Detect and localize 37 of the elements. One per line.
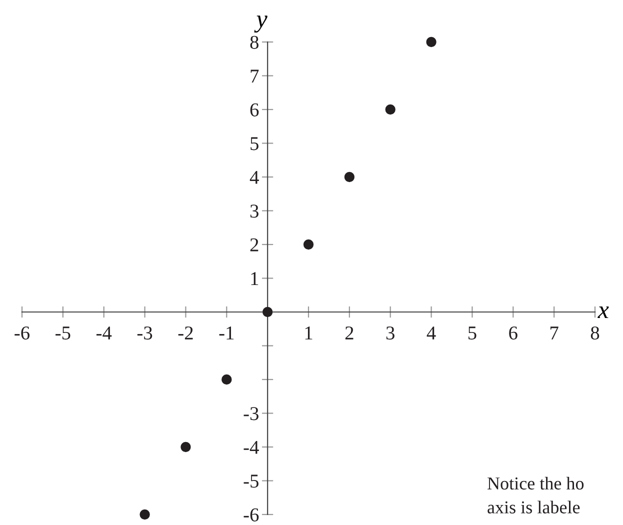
annotation: Notice the ho axis is labele	[488, 476, 584, 514]
x-tick-label: -2	[178, 326, 193, 340]
x-tick-label: 1	[305, 326, 312, 340]
x-tick-label: 8	[590, 326, 600, 340]
x-axis-title: x	[598, 306, 609, 318]
y-axis-title: y	[254, 16, 268, 33]
point	[222, 374, 232, 385]
y-tick-label: -4	[244, 440, 259, 454]
x-tick-label: 2	[345, 326, 354, 340]
y-tick-label: 6	[250, 103, 259, 116]
x-tick-label: -6	[14, 326, 30, 340]
x-tick-label: -3	[137, 326, 152, 340]
x-tick-label: 7	[550, 326, 558, 340]
y-tick-label: 1	[251, 272, 258, 285]
point	[385, 104, 396, 115]
x-tick-label: 3	[386, 326, 394, 340]
x-tick-label: -4	[96, 326, 112, 340]
point	[303, 239, 314, 250]
y-tick-label: 2	[250, 238, 258, 252]
x-tick-label: -5	[56, 326, 70, 340]
y-tick-label: 8	[250, 36, 258, 49]
y-tick-label: -3	[244, 407, 258, 420]
y-tick-label: -5	[244, 474, 258, 488]
point	[262, 306, 273, 318]
y-tick-label: 3	[250, 204, 258, 218]
point	[426, 36, 436, 48]
point	[140, 509, 150, 520]
point	[344, 172, 355, 182]
x-tick-label: -1	[219, 326, 234, 340]
point	[180, 442, 191, 452]
x-tick-label: 6	[509, 326, 518, 340]
y-tick-label: 7	[250, 70, 259, 82]
x-tick-label: 5	[468, 326, 476, 340]
y-tick-label: 4	[250, 170, 259, 184]
y-tick-label: 5	[250, 137, 258, 150]
y-tick-label: -6	[244, 508, 259, 522]
x-tick-label: 4	[426, 326, 436, 340]
